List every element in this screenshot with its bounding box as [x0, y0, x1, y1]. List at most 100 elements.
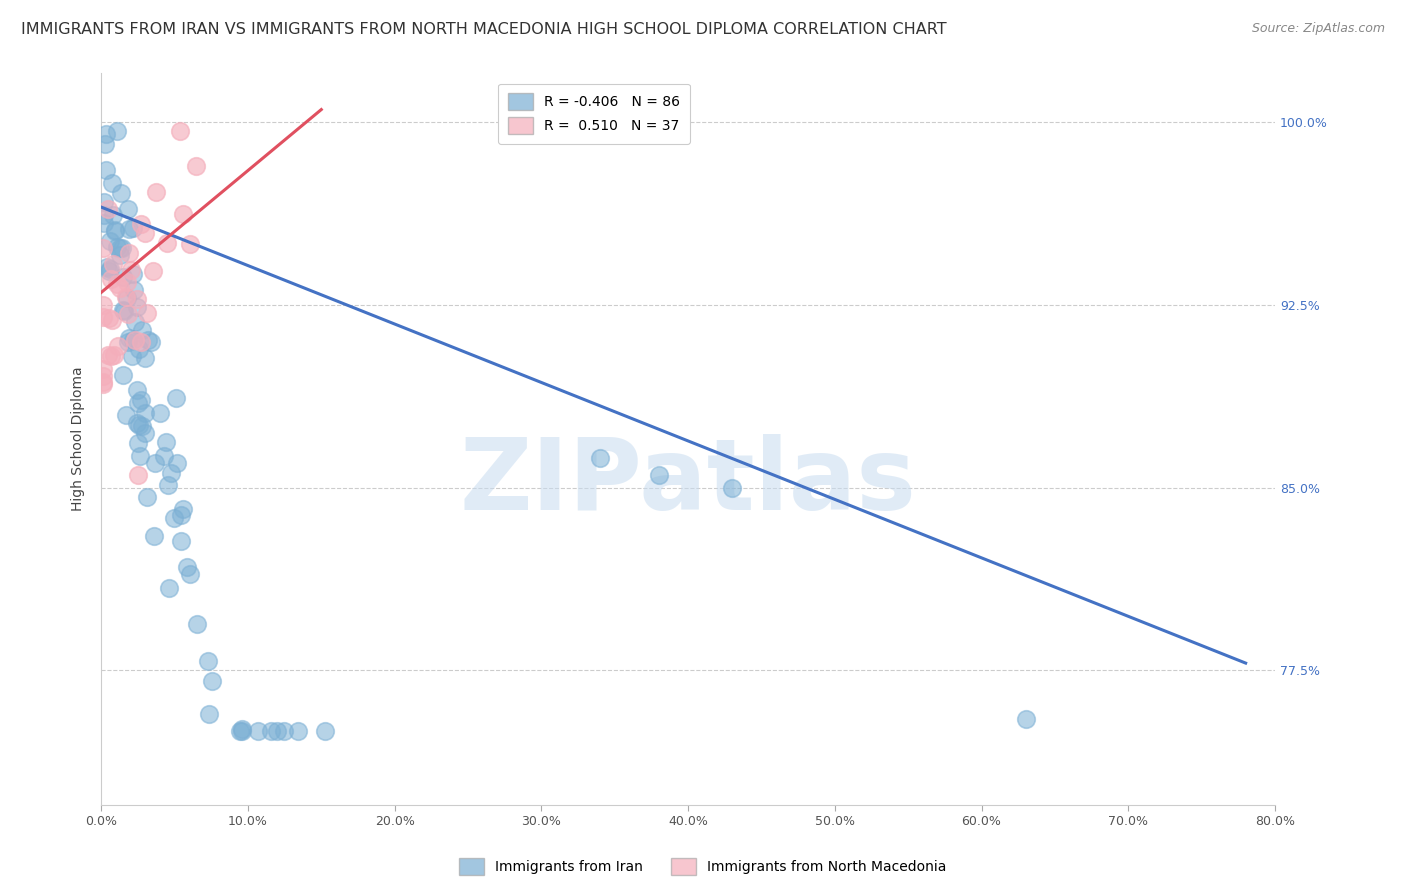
Immigrants from North Macedonia	[169, 124, 191, 138]
Immigrants from Iran	[157, 581, 180, 595]
Immigrants from Iran	[101, 208, 124, 222]
Immigrants from Iran	[111, 368, 134, 382]
Text: Source: ZipAtlas.com: Source: ZipAtlas.com	[1251, 22, 1385, 36]
Immigrants from North Macedonia	[101, 257, 124, 271]
Immigrants from Iran	[94, 127, 117, 141]
Immigrants from Iran	[163, 511, 186, 525]
Immigrants from Iran	[117, 334, 139, 349]
Immigrants from Iran	[589, 451, 612, 466]
Immigrants from Iran	[186, 617, 208, 632]
Immigrants from Iran	[721, 481, 744, 495]
Immigrants from Iran	[136, 333, 159, 347]
Immigrants from North Macedonia	[179, 236, 201, 251]
Immigrants from Iran	[197, 654, 219, 668]
Immigrants from Iran	[247, 724, 270, 739]
Immigrants from North Macedonia	[156, 235, 179, 250]
Text: ZIPatlas: ZIPatlas	[460, 434, 917, 531]
Immigrants from North Macedonia	[145, 185, 167, 199]
Immigrants from Iran	[314, 724, 336, 739]
Immigrants from Iran	[94, 136, 117, 151]
Immigrants from Iran	[172, 502, 194, 516]
Immigrants from Iran	[134, 426, 156, 441]
Immigrants from North Macedonia	[100, 271, 122, 285]
Immigrants from Iran	[201, 674, 224, 689]
Immigrants from North Macedonia	[91, 310, 114, 324]
Immigrants from Iran	[117, 222, 139, 236]
Immigrants from North Macedonia	[120, 262, 142, 277]
Immigrants from Iran	[155, 435, 177, 450]
Immigrants from Iran	[122, 333, 145, 347]
Immigrants from Iran	[229, 724, 252, 739]
Immigrants from North Macedonia	[101, 313, 124, 327]
Immigrants from Iran	[122, 283, 145, 297]
Immigrants from North Macedonia	[98, 311, 121, 326]
Immigrants from Iran	[125, 300, 148, 314]
Immigrants from Iran	[648, 468, 671, 483]
Immigrants from Iran	[165, 391, 187, 405]
Immigrants from North Macedonia	[136, 306, 159, 320]
Immigrants from North Macedonia	[186, 159, 208, 173]
Immigrants from Iran	[131, 323, 153, 337]
Immigrants from Iran	[231, 724, 253, 739]
Immigrants from Iran	[93, 194, 115, 209]
Immigrants from Iran	[117, 202, 139, 216]
Immigrants from Iran	[121, 267, 143, 281]
Immigrants from Iran	[149, 406, 172, 420]
Immigrants from North Macedonia	[129, 217, 152, 231]
Immigrants from Iran	[115, 291, 138, 305]
Immigrants from Iran	[112, 270, 135, 285]
Immigrants from Iran	[143, 456, 166, 470]
Immigrants from Iran	[129, 450, 152, 464]
Immigrants from North Macedonia	[108, 281, 131, 295]
Immigrants from North Macedonia	[91, 241, 114, 255]
Immigrants from Iran	[98, 264, 121, 278]
Immigrants from North Macedonia	[91, 369, 114, 384]
Legend: R = -0.406   N = 86, R =  0.510   N = 37: R = -0.406 N = 86, R = 0.510 N = 37	[498, 84, 690, 144]
Immigrants from Iran	[105, 240, 128, 254]
Immigrants from Iran	[121, 221, 143, 235]
Immigrants from North Macedonia	[97, 348, 120, 362]
Immigrants from Iran	[94, 163, 117, 178]
Immigrants from Iran	[111, 303, 134, 318]
Immigrants from Iran	[135, 490, 157, 504]
Immigrants from Iran	[134, 351, 156, 366]
Immigrants from Iran	[118, 331, 141, 345]
Immigrants from Iran	[231, 722, 253, 736]
Immigrants from Iran	[260, 724, 283, 739]
Immigrants from North Macedonia	[172, 207, 194, 221]
Immigrants from North Macedonia	[118, 245, 141, 260]
Legend: Immigrants from Iran, Immigrants from North Macedonia: Immigrants from Iran, Immigrants from No…	[454, 853, 952, 880]
Immigrants from Iran	[121, 349, 143, 363]
Immigrants from North Macedonia	[124, 333, 146, 347]
Immigrants from Iran	[110, 186, 132, 201]
Immigrants from Iran	[169, 508, 191, 523]
Immigrants from North Macedonia	[117, 275, 139, 289]
Immigrants from Iran	[124, 315, 146, 329]
Immigrants from Iran	[101, 176, 124, 190]
Immigrants from North Macedonia	[117, 307, 139, 321]
Immigrants from Iran	[131, 418, 153, 433]
Immigrants from North Macedonia	[107, 339, 129, 353]
Immigrants from Iran	[104, 224, 127, 238]
Immigrants from Iran	[98, 234, 121, 248]
Immigrants from Iran	[111, 241, 134, 255]
Y-axis label: High School Diploma: High School Diploma	[72, 367, 86, 511]
Immigrants from Iran	[179, 567, 201, 582]
Immigrants from Iran	[105, 123, 128, 137]
Immigrants from North Macedonia	[127, 468, 149, 483]
Immigrants from North Macedonia	[115, 290, 138, 304]
Immigrants from North Macedonia	[129, 335, 152, 350]
Immigrants from North Macedonia	[91, 376, 114, 391]
Immigrants from North Macedonia	[91, 298, 114, 312]
Immigrants from North Macedonia	[105, 277, 128, 291]
Immigrants from North Macedonia	[91, 375, 114, 389]
Immigrants from Iran	[166, 456, 188, 470]
Immigrants from Iran	[156, 478, 179, 492]
Immigrants from Iran	[176, 560, 198, 574]
Immigrants from Iran	[127, 396, 149, 410]
Text: IMMIGRANTS FROM IRAN VS IMMIGRANTS FROM NORTH MACEDONIA HIGH SCHOOL DIPLOMA CORR: IMMIGRANTS FROM IRAN VS IMMIGRANTS FROM …	[21, 22, 946, 37]
Immigrants from Iran	[160, 466, 183, 480]
Immigrants from Iran	[108, 241, 131, 255]
Immigrants from Iran	[266, 724, 288, 739]
Immigrants from North Macedonia	[142, 263, 165, 277]
